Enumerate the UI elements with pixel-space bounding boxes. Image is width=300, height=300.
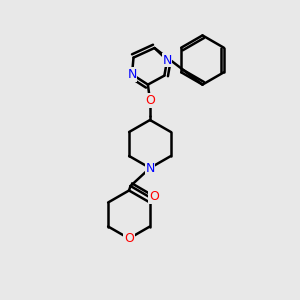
- Text: O: O: [124, 232, 134, 245]
- Text: N: N: [145, 161, 155, 175]
- Text: O: O: [145, 94, 155, 107]
- Text: O: O: [149, 190, 159, 203]
- Text: N: N: [162, 53, 172, 67]
- Text: N: N: [127, 68, 137, 81]
